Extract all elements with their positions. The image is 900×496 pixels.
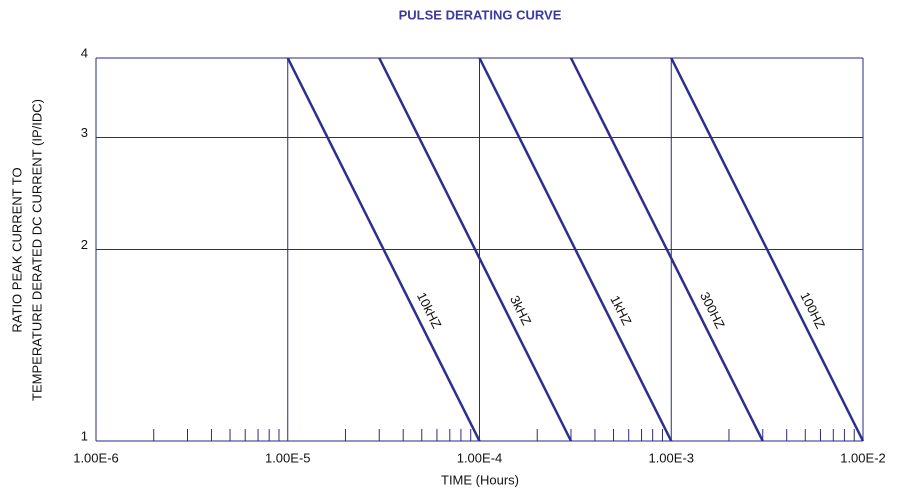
y-axis-label: RATIO PEAK CURRENT TO xyxy=(9,167,24,332)
y-axis-label: TEMPERATURE DERATED DC CURRENT (IP/IDC) xyxy=(29,99,44,401)
x-tick-label: 1.00E-6 xyxy=(73,450,119,465)
curve xyxy=(286,57,481,442)
curve-label: 100HZ xyxy=(797,289,828,331)
x-tick-label: 1.00E-4 xyxy=(457,450,503,465)
y-tick-label: 3 xyxy=(81,125,88,140)
y-tick-label: 1 xyxy=(81,428,88,443)
curve xyxy=(478,57,673,442)
y-tick-label: 2 xyxy=(81,237,88,252)
x-tick-label: 1.00E-3 xyxy=(648,450,694,465)
y-tick-label: 4 xyxy=(81,45,88,60)
curve xyxy=(569,57,764,442)
curve xyxy=(670,57,865,442)
curve xyxy=(378,57,573,442)
x-tick-label: 1.00E-5 xyxy=(265,450,311,465)
x-tick-label: 1.00E-2 xyxy=(840,450,886,465)
curve-label: 10kHZ xyxy=(414,290,445,331)
x-axis-label: TIME (Hours) xyxy=(441,472,519,487)
curve-label: 300HZ xyxy=(697,289,728,331)
chart-title: PULSE DERATING CURVE xyxy=(399,7,562,22)
